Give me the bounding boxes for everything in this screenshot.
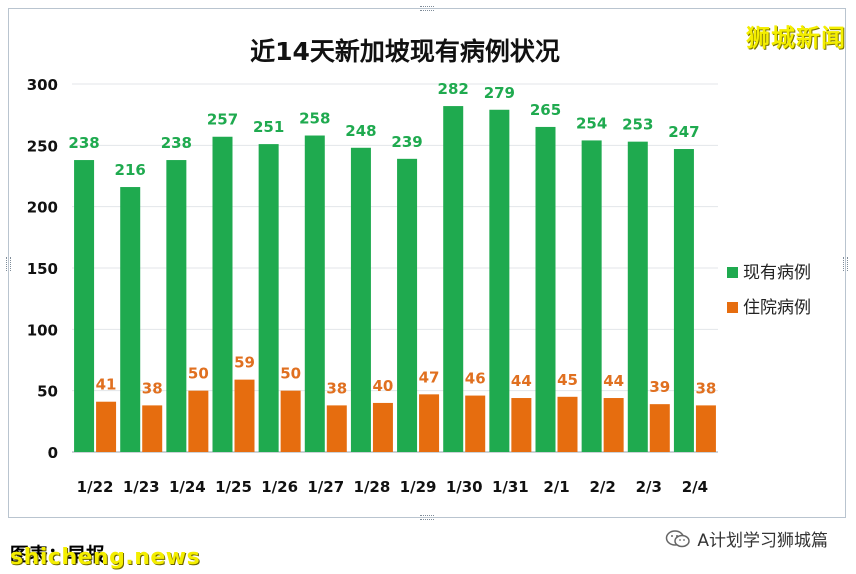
y-tick-label: 0	[48, 444, 58, 462]
data-label-current: 216	[115, 161, 146, 179]
bar-current-cases	[350, 147, 371, 452]
legend-label: 住院病例	[743, 298, 811, 318]
resize-handle-bottom[interactable]	[420, 515, 434, 520]
bar-current-cases	[212, 136, 233, 452]
data-label-current: 238	[68, 134, 99, 152]
data-label-current: 247	[668, 123, 699, 141]
account-name: A计划学习狮城篇	[697, 531, 828, 551]
bar-hospitalised-cases	[372, 402, 393, 452]
x-tick-label: 2/1	[543, 478, 569, 496]
bar-current-cases	[120, 187, 141, 453]
data-label-hospitalised: 59	[234, 354, 255, 372]
data-label-current: 282	[438, 80, 469, 98]
x-tick-label: 1/29	[400, 478, 437, 496]
resize-handle-left[interactable]	[6, 257, 11, 271]
bar-current-cases	[581, 140, 602, 452]
chart-title: 近14天新加坡现有病例状况	[250, 37, 560, 66]
y-axis: 0 50 100 150 200 250 300	[27, 76, 58, 462]
bar-hospitalised-cases	[557, 396, 578, 452]
data-label-hospitalised: 38	[695, 379, 716, 397]
bar-hospitalised-cases	[419, 394, 440, 452]
x-tick-label: 1/22	[77, 478, 114, 496]
resize-handle-top[interactable]	[420, 6, 434, 11]
x-tick-label: 1/31	[492, 478, 529, 496]
x-tick-label: 1/24	[169, 478, 206, 496]
data-label-hospitalised: 44	[511, 372, 532, 390]
bar-current-cases	[258, 144, 279, 452]
x-tick-label: 1/25	[215, 478, 252, 496]
data-label-current: 254	[576, 114, 607, 132]
data-label-current: 238	[161, 134, 192, 152]
data-label-hospitalised: 44	[603, 372, 624, 390]
data-label-hospitalised: 46	[465, 370, 486, 388]
bar-current-cases	[304, 135, 325, 452]
bar-current-cases	[489, 109, 510, 452]
data-label-current: 239	[391, 133, 422, 151]
data-label-hospitalised: 50	[280, 365, 301, 383]
brand-watermark: shicheng.news	[10, 545, 201, 570]
bar-current-cases	[535, 126, 556, 452]
bar-hospitalised-cases	[649, 404, 670, 452]
y-tick-label: 250	[27, 137, 58, 155]
bar-current-cases	[74, 160, 95, 452]
y-tick-label: 200	[27, 199, 58, 217]
legend-swatch	[727, 302, 738, 313]
x-axis: 1/22 1/23 1/24 1/25 1/26 1/27 1/28 1/29 1/30 1/31…	[77, 478, 708, 496]
y-tick-label: 100	[27, 321, 58, 339]
bar-hospitalised-cases	[234, 379, 255, 452]
bar-hospitalised-cases	[326, 405, 347, 452]
data-label-current: 279	[484, 84, 515, 102]
x-tick-label: 1/26	[261, 478, 298, 496]
data-label-hospitalised: 45	[557, 371, 578, 389]
data-label-hospitalised: 39	[649, 378, 670, 396]
data-label-current: 253	[622, 116, 653, 134]
bar-hospitalised-cases	[280, 390, 301, 452]
bar-current-cases	[443, 106, 464, 452]
bar-current-cases	[673, 149, 694, 452]
bar-current-cases	[166, 160, 187, 452]
data-label-hospitalised: 50	[188, 365, 209, 383]
x-tick-label: 2/4	[682, 478, 708, 496]
data-label-current: 257	[207, 111, 238, 129]
data-label-current: 251	[253, 118, 284, 136]
source-label: 图表：早报	[10, 544, 106, 566]
bar-hospitalised-cases	[142, 405, 163, 452]
bar-hospitalised-cases	[96, 401, 117, 452]
bar-hospitalised-cases	[695, 405, 716, 452]
bar-hospitalised-cases	[603, 398, 624, 452]
resize-handle-right[interactable]	[843, 257, 848, 271]
y-tick-label: 300	[27, 76, 58, 94]
y-tick-label: 50	[37, 383, 58, 401]
data-label-hospitalised: 41	[96, 376, 117, 394]
legend-label: 现有病例	[743, 263, 811, 283]
x-tick-label: 1/28	[354, 478, 391, 496]
account-badge: A计划学习狮城篇	[665, 526, 828, 551]
bars	[74, 106, 716, 453]
x-tick-label: 1/30	[446, 478, 483, 496]
data-label-current: 265	[530, 101, 561, 119]
data-label-hospitalised: 38	[326, 379, 347, 397]
data-label-current: 248	[345, 122, 376, 140]
data-label-hospitalised: 38	[142, 379, 163, 397]
x-tick-label: 1/27	[307, 478, 344, 496]
x-tick-label: 1/23	[123, 478, 160, 496]
bar-hospitalised-cases	[188, 390, 209, 452]
wechat-icon	[666, 529, 691, 547]
data-label-current: 258	[299, 110, 330, 128]
bar-current-cases	[397, 158, 418, 452]
data-labels: 238 41 216 38 238 50 257 59 251 50 258 38 248 40 239 47…	[68, 80, 716, 397]
watermark-text: 狮城新闻	[746, 24, 846, 52]
legend-swatch	[727, 267, 738, 278]
x-tick-label: 2/2	[589, 478, 615, 496]
bar-hospitalised-cases	[511, 398, 532, 452]
y-tick-label: 150	[27, 260, 58, 278]
bar-hospitalised-cases	[465, 395, 486, 452]
data-label-hospitalised: 40	[372, 377, 393, 395]
bar-current-cases	[627, 141, 648, 453]
x-tick-label: 2/3	[636, 478, 662, 496]
data-label-hospitalised: 47	[419, 368, 440, 386]
